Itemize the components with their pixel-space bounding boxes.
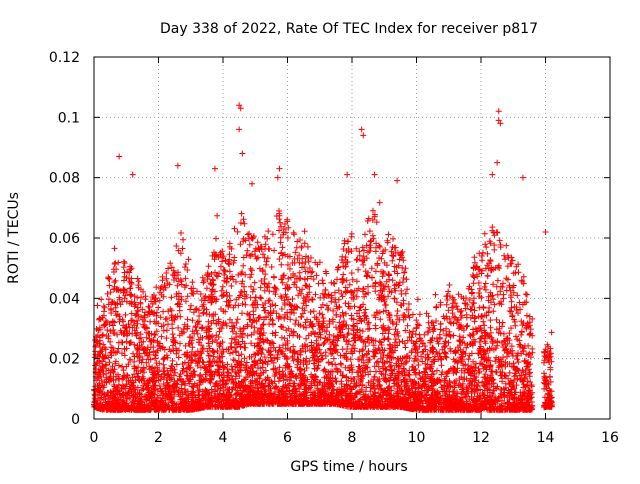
roti-point-peak-17 (494, 159, 501, 166)
roti-point-peak-10 (276, 165, 283, 172)
x-tick-label: 8 (348, 430, 357, 446)
roti-point-peak-22 (542, 228, 549, 235)
roti-point-peak-11 (344, 171, 351, 178)
x-tick-label: 6 (283, 430, 292, 446)
roti-point-peak-1 (129, 171, 136, 178)
roti-point-peak-21 (519, 174, 526, 181)
roti-point-peak-13 (360, 132, 367, 139)
x-tick-label: 4 (219, 430, 228, 446)
y-tick-label: 0.08 (49, 171, 80, 187)
roti-point-peak-2 (174, 162, 181, 169)
x-axis-label: GPS time / hours (290, 459, 407, 475)
roti-point-peak-5 (237, 105, 244, 112)
y-tick-label: 0.02 (49, 352, 80, 368)
roti-point-peak-12 (358, 126, 365, 133)
roti-point-peak-4 (236, 102, 243, 109)
roti-point-peak-9 (274, 174, 281, 181)
x-tick-label: 14 (537, 430, 555, 446)
roti-point-peak-18 (495, 108, 502, 115)
y-tick-label: 0.1 (58, 110, 80, 126)
roti-point-peak-14 (371, 171, 378, 178)
axes: 0 2 4 6 8 10 12 14 16 0 0.02 0.04 0.06 0.08 0.1 0.12 (49, 50, 619, 446)
roti-point-peak-16 (489, 171, 496, 178)
y-axis-label: ROTI / TECUs (6, 192, 22, 284)
y-tick-label: 0.04 (49, 291, 80, 307)
roti-point-peak-0 (116, 153, 123, 160)
roti-point-peak-7 (239, 150, 246, 157)
x-tick-label: 12 (472, 430, 490, 446)
roti-point-peak-3 (211, 165, 218, 172)
y-tick-label: 0.06 (49, 231, 80, 247)
roti-point-peak-20 (497, 120, 504, 127)
chart-title: Day 338 of 2022, Rate Of TEC Index for r… (160, 21, 538, 37)
x-tick-label: 2 (154, 430, 163, 446)
roti-point-peak-19 (495, 117, 502, 124)
roti-point-peak-6 (236, 126, 243, 133)
x-tick-label: 0 (90, 430, 99, 446)
roti-point-peak-8 (249, 180, 256, 187)
y-tick-label: 0.12 (49, 50, 80, 66)
data-points (91, 102, 555, 413)
x-tick-label: 16 (601, 430, 619, 446)
roti-point-peak-15 (394, 177, 401, 184)
y-tick-label: 0 (71, 412, 80, 428)
x-tick-label: 10 (408, 430, 426, 446)
roti-point-cloud (91, 199, 555, 413)
